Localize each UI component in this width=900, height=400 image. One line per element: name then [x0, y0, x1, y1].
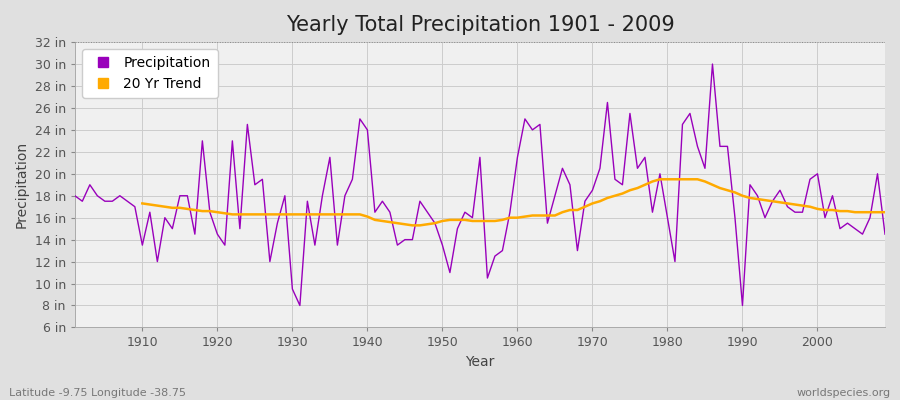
Text: Latitude -9.75 Longitude -38.75: Latitude -9.75 Longitude -38.75 — [9, 388, 186, 398]
X-axis label: Year: Year — [465, 355, 495, 369]
Title: Yearly Total Precipitation 1901 - 2009: Yearly Total Precipitation 1901 - 2009 — [285, 15, 674, 35]
Legend: Precipitation, 20 Yr Trend: Precipitation, 20 Yr Trend — [82, 49, 218, 98]
Y-axis label: Precipitation: Precipitation — [15, 141, 29, 228]
Text: worldspecies.org: worldspecies.org — [796, 388, 891, 398]
